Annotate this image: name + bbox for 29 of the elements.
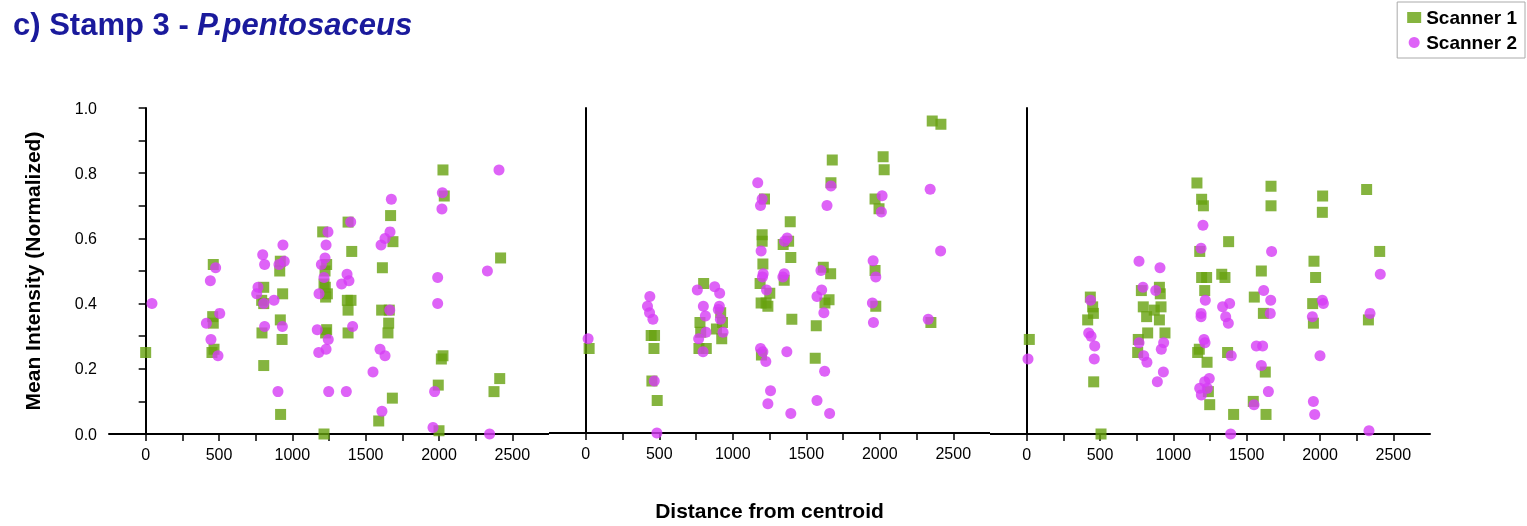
x-tick-label: 1500 (347, 445, 384, 463)
x-tick-label: 2500 (494, 445, 531, 463)
legend-label: Scanner 2 (1426, 32, 1517, 53)
x-tick-label: 2000 (1302, 445, 1338, 463)
y-tick-label: 0.8 (74, 164, 98, 182)
y-tick-label: 0.2 (74, 360, 98, 378)
x-tick-label: 2000 (421, 445, 457, 463)
x-tick-label: 500 (205, 445, 233, 463)
x-tick-label: 500 (645, 444, 673, 462)
y-tick-label: 0.4 (74, 295, 98, 313)
chart-title: c) Stamp 3 - P.pentosaceus (13, 7, 413, 42)
x-tick-label: 1000 (714, 444, 751, 462)
x-tick-label: 1500 (1228, 445, 1265, 463)
y-tick-label: 1.0 (74, 99, 98, 117)
legend-label: Scanner 1 (1426, 7, 1518, 28)
x-axis-title: Distance from centroid (655, 499, 884, 522)
x-tick-label: 2500 (935, 444, 972, 462)
y-tick-label: 0.6 (74, 229, 98, 247)
x-tick-label: 1000 (274, 445, 311, 463)
x-tick-label: 1000 (1155, 445, 1192, 463)
y-axis-title: Mean Intensity (Normalized) (21, 131, 44, 411)
x-tick-label: 0 (141, 445, 151, 463)
x-tick-label: 0 (1022, 445, 1032, 463)
x-tick-label: 2500 (1375, 445, 1412, 463)
x-tick-label: 500 (1086, 445, 1114, 463)
x-tick-label: 1500 (788, 444, 825, 462)
x-tick-label: 0 (581, 444, 591, 462)
y-tick-label: 0.0 (74, 425, 98, 443)
x-tick-label: 2000 (861, 444, 898, 462)
